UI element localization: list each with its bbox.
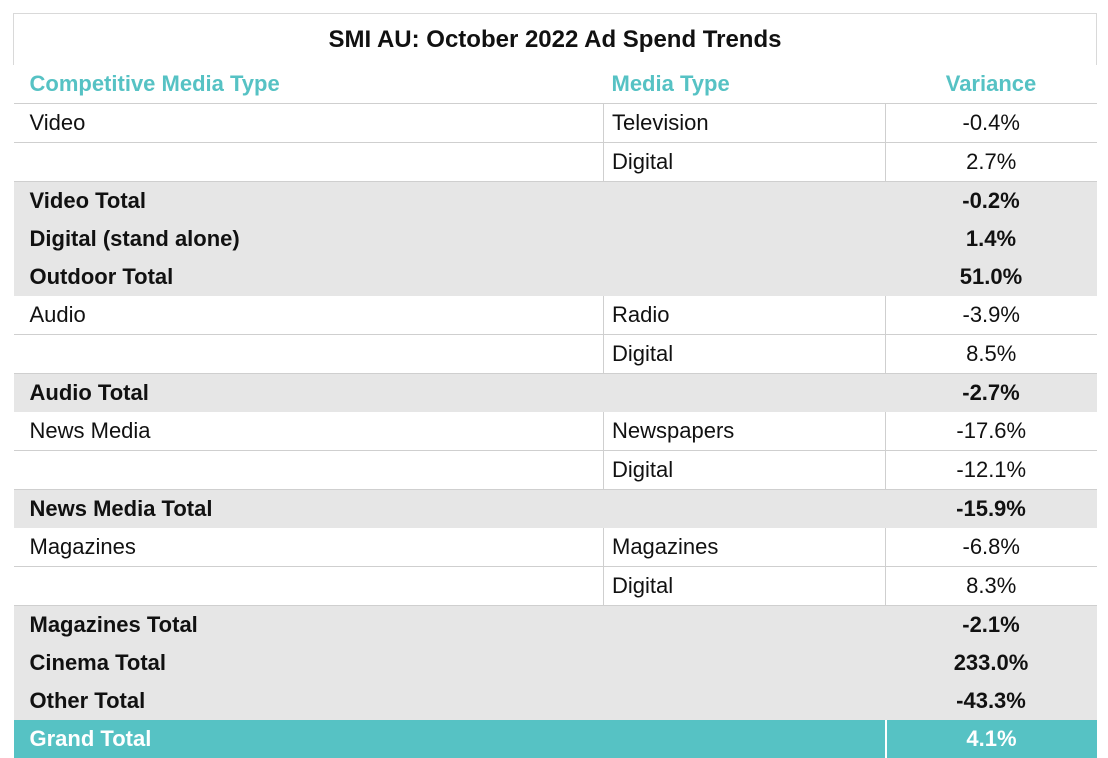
variance-cell: -43.3% — [885, 682, 1097, 720]
variance-cell: -3.9% — [885, 296, 1097, 335]
total-row: Magazines Total -2.1% — [13, 605, 1097, 644]
header-variance: Variance — [885, 65, 1097, 104]
variance-cell: 8.3% — [885, 566, 1097, 606]
competitive-media-type-cell: Audio — [13, 296, 604, 335]
competitive-media-type-cell: Video — [13, 103, 604, 143]
grand-total-label: Grand Total — [13, 720, 887, 758]
total-label-cell: News Media Total — [13, 489, 886, 528]
competitive-media-type-cell — [13, 450, 604, 490]
media-type-cell: Magazines — [603, 528, 886, 567]
total-row: Other Total -43.3% — [13, 682, 1097, 720]
table-row: Digital 2.7% — [13, 142, 1097, 182]
table-row: Video Television -0.4% — [13, 103, 1097, 143]
ad-spend-table: SMI AU: October 2022 Ad Spend Trends Com… — [13, 13, 1097, 758]
competitive-media-type-cell — [13, 334, 604, 374]
competitive-media-type-cell: News Media — [13, 412, 604, 451]
ad-spend-table-container: SMI AU: October 2022 Ad Spend Trends Com… — [13, 13, 1097, 758]
total-row: Audio Total -2.7% — [13, 373, 1097, 412]
variance-cell: -0.4% — [885, 103, 1097, 143]
media-type-cell: Television — [603, 103, 886, 143]
total-row: News Media Total -15.9% — [13, 489, 1097, 528]
media-type-cell: Newspapers — [603, 412, 886, 451]
table-row: Magazines Magazines -6.8% — [13, 528, 1097, 567]
total-label-cell: Other Total — [13, 682, 886, 720]
table-row: Digital 8.3% — [13, 566, 1097, 606]
media-type-cell: Digital — [603, 334, 886, 374]
table-row: News Media Newspapers -17.6% — [13, 412, 1097, 451]
table-title-row: SMI AU: October 2022 Ad Spend Trends — [13, 13, 1097, 65]
variance-cell: -2.1% — [885, 605, 1097, 644]
variance-cell: 1.4% — [885, 220, 1097, 258]
table-row: Audio Radio -3.9% — [13, 296, 1097, 335]
total-label-cell: Magazines Total — [13, 605, 886, 644]
total-label-cell: Outdoor Total — [13, 258, 886, 296]
header-media-type: Media Type — [603, 65, 886, 104]
total-label-cell: Video Total — [13, 181, 886, 220]
competitive-media-type-cell: Magazines — [13, 528, 604, 567]
variance-cell: -2.7% — [885, 373, 1097, 412]
header-competitive-media-type: Competitive Media Type — [13, 65, 604, 104]
table-header-row: Competitive Media Type Media Type Varian… — [13, 65, 1097, 104]
total-row: Digital (stand alone) 1.4% — [13, 220, 1097, 258]
competitive-media-type-cell — [13, 566, 604, 606]
media-type-cell: Radio — [603, 296, 886, 335]
total-row: Video Total -0.2% — [13, 181, 1097, 220]
variance-cell: -0.2% — [885, 181, 1097, 220]
media-type-cell: Digital — [603, 142, 886, 182]
variance-cell: 2.7% — [885, 142, 1097, 182]
table-title: SMI AU: October 2022 Ad Spend Trends — [13, 13, 1097, 65]
grand-total-variance: 4.1% — [885, 720, 1097, 758]
table-row: Digital 8.5% — [13, 334, 1097, 374]
variance-cell: -12.1% — [885, 450, 1097, 490]
media-type-cell: Digital — [603, 450, 886, 490]
grand-total-row: Grand Total 4.1% — [13, 720, 1097, 758]
variance-cell: -17.6% — [885, 412, 1097, 451]
total-label-cell: Audio Total — [13, 373, 886, 412]
table-body: Video Television -0.4% Digital 2.7% Video Tot… — [13, 103, 1097, 720]
total-label-cell: Digital (stand alone) — [13, 220, 886, 258]
total-row: Outdoor Total 51.0% — [13, 258, 1097, 296]
competitive-media-type-cell — [13, 142, 604, 182]
variance-cell: 8.5% — [885, 334, 1097, 374]
variance-cell: 51.0% — [885, 258, 1097, 296]
variance-cell: 233.0% — [885, 644, 1097, 682]
variance-cell: -6.8% — [885, 528, 1097, 567]
total-label-cell: Cinema Total — [13, 644, 886, 682]
table-row: Digital -12.1% — [13, 450, 1097, 490]
total-row: Cinema Total 233.0% — [13, 644, 1097, 682]
media-type-cell: Digital — [603, 566, 886, 606]
variance-cell: -15.9% — [885, 489, 1097, 528]
